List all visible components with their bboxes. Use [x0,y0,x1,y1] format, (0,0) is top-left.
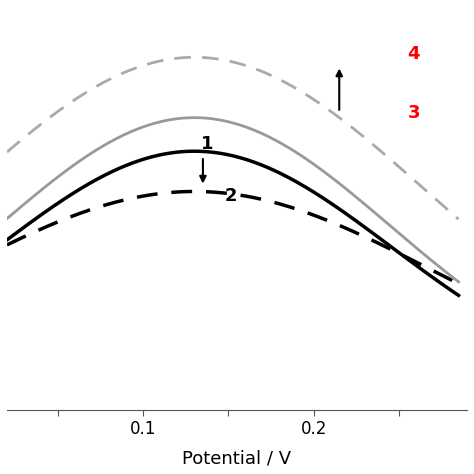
Text: 2: 2 [225,188,237,206]
Text: 4: 4 [408,45,420,63]
Text: 3: 3 [408,104,420,122]
Text: 1: 1 [201,136,214,154]
X-axis label: Potential / V: Potential / V [182,449,292,467]
